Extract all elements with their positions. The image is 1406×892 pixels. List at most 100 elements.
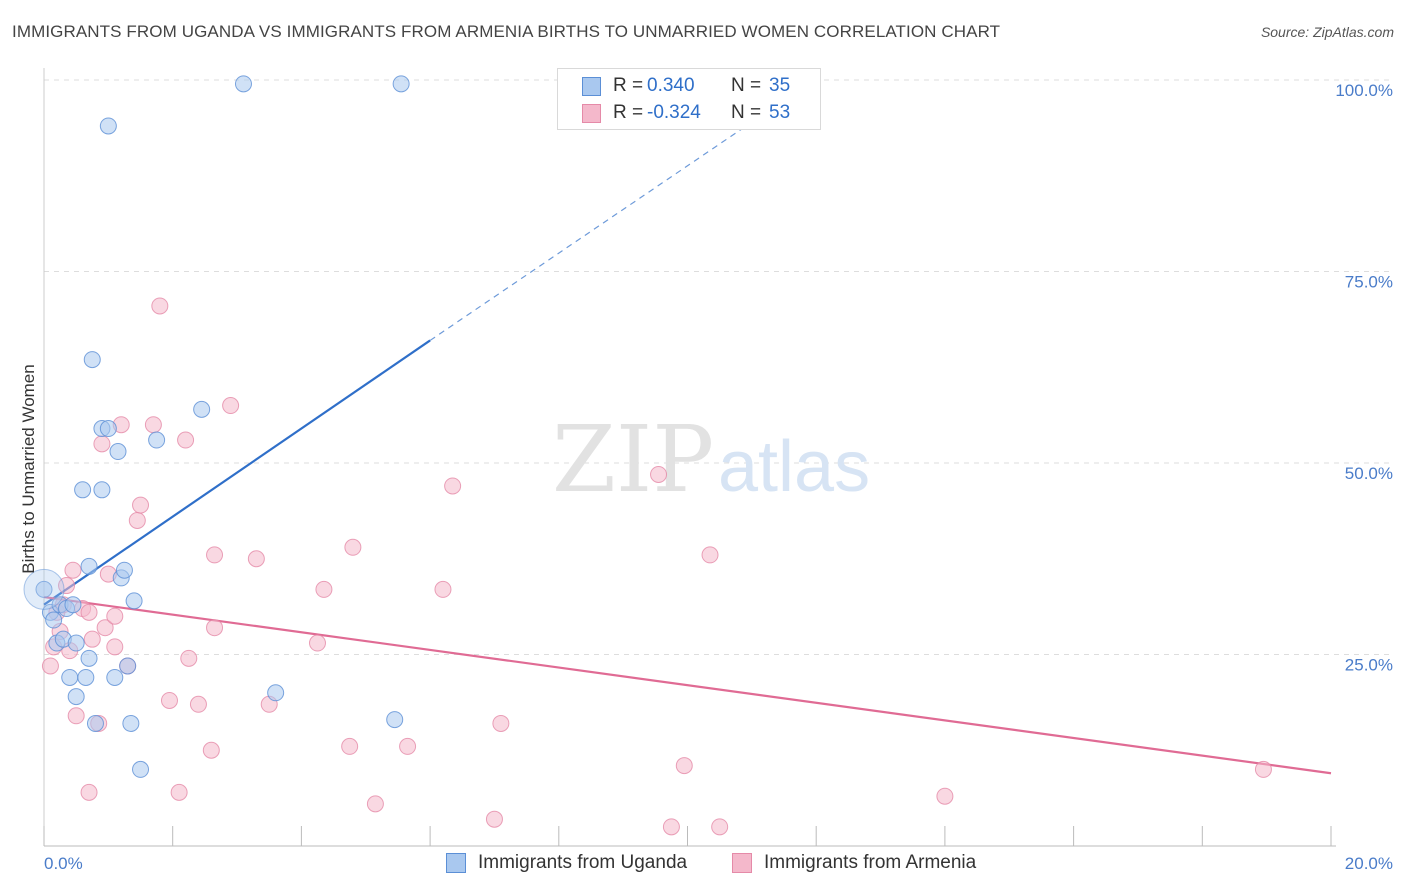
uganda-point <box>67 688 85 706</box>
n-label: N = <box>731 75 762 96</box>
n-value-uganda: 35 <box>769 75 791 96</box>
armenia-point <box>485 810 503 828</box>
legend-row-armenia: R = -0.324 N = 53 <box>582 100 790 126</box>
armenia-point <box>160 691 178 709</box>
uganda-swatch <box>582 76 601 96</box>
uganda-point <box>80 649 98 667</box>
legend-row-uganda: R = 0.340 N = 35 <box>582 73 790 99</box>
armenia-point <box>444 477 462 495</box>
uganda-point <box>267 684 285 702</box>
armenia-point <box>80 603 98 621</box>
uganda-point <box>83 351 101 369</box>
uganda-point <box>119 657 137 675</box>
armenia-point <box>41 657 59 675</box>
armenia-point <box>308 634 326 652</box>
uganda-point <box>93 481 111 499</box>
axes <box>43 68 1336 847</box>
uganda-point <box>148 431 166 449</box>
uganda-point <box>74 481 92 499</box>
armenia-point <box>189 695 207 713</box>
armenia-point <box>128 511 146 529</box>
armenia-point <box>399 737 417 755</box>
y-tick-label: 25.0% <box>1345 656 1393 675</box>
armenia-point <box>247 550 265 568</box>
source-label: Source: ZipAtlas.com <box>1260 24 1394 40</box>
armenia-point <box>96 619 114 637</box>
armenia-point <box>936 787 954 805</box>
armenia-point <box>177 431 195 449</box>
armenia-point <box>492 714 510 732</box>
armenia-point <box>650 465 668 483</box>
uganda-trend-extension <box>429 121 753 341</box>
y-axis-label: Births to Unmarried Women <box>19 364 38 573</box>
armenia-point <box>711 818 729 836</box>
armenia-legend-swatch <box>732 853 752 873</box>
uganda-legend-label: Immigrants from Uganda <box>478 852 688 873</box>
armenia-point <box>344 538 362 556</box>
chart-title: IMMIGRANTS FROM UGANDA VS IMMIGRANTS FRO… <box>12 22 1001 41</box>
uganda-point <box>99 420 117 438</box>
armenia-point <box>151 297 169 315</box>
r-value-uganda: 0.340 <box>647 75 695 96</box>
uganda-point <box>106 668 124 686</box>
x-tick-label: 0.0% <box>44 854 83 873</box>
armenia-point <box>222 397 240 415</box>
uganda-point <box>80 557 98 575</box>
uganda-point <box>234 75 252 93</box>
armenia-point <box>132 496 150 514</box>
armenia-point <box>366 795 384 813</box>
armenia-point <box>206 546 224 564</box>
uganda-point <box>45 611 63 629</box>
armenia-point <box>180 649 198 667</box>
y-tick-label: 50.0% <box>1345 464 1393 483</box>
armenia-point <box>202 741 220 759</box>
uganda-legend-swatch <box>446 853 466 873</box>
armenia-point <box>701 546 719 564</box>
uganda-point <box>125 592 143 610</box>
watermark-zip: ZIP <box>552 406 714 513</box>
uganda-point-large <box>23 568 65 610</box>
uganda-point <box>193 400 211 418</box>
armenia-point <box>64 561 82 579</box>
uganda-trend-line <box>43 339 431 606</box>
legend-item-uganda[interactable]: Immigrants from Uganda <box>446 852 687 874</box>
uganda-point <box>386 711 404 729</box>
armenia-point <box>80 783 98 801</box>
uganda-points <box>23 75 410 778</box>
trend-lines <box>43 121 1332 775</box>
uganda-point <box>99 117 117 135</box>
y-tick-label: 75.0% <box>1345 273 1393 292</box>
uganda-point <box>77 668 95 686</box>
y-tick-label: 100.0% <box>1335 81 1393 100</box>
armenia-point <box>1254 760 1272 778</box>
uganda-point <box>35 580 53 598</box>
r-value-armenia: -0.324 <box>647 102 701 123</box>
armenia-point <box>315 580 333 598</box>
tick-labels: 25.0% 50.0% 75.0% 100.0% 0.0% 20.0% <box>44 81 1393 873</box>
armenia-point <box>106 607 124 625</box>
uganda-point <box>132 760 150 778</box>
armenia-point <box>675 757 693 775</box>
armenia-point <box>170 783 188 801</box>
armenia-point <box>434 580 452 598</box>
armenia-point <box>106 638 124 656</box>
armenia-legend-label: Immigrants from Armenia <box>764 852 977 873</box>
uganda-point <box>86 714 104 732</box>
x-tick-label: 20.0% <box>1345 854 1393 873</box>
uganda-point <box>115 561 133 579</box>
n-label: N = <box>731 102 762 123</box>
armenia-point <box>341 737 359 755</box>
gridlines <box>44 79 1392 655</box>
armenia-point <box>144 416 162 434</box>
n-value-armenia: 53 <box>769 102 791 123</box>
uganda-point <box>122 714 140 732</box>
armenia-swatch <box>582 103 601 123</box>
armenia-point <box>67 707 85 725</box>
r-label: R = <box>613 102 644 123</box>
uganda-point <box>64 596 82 614</box>
r-label: R = <box>613 75 644 96</box>
uganda-point <box>61 668 79 686</box>
armenia-point <box>206 619 224 637</box>
armenia-point <box>83 630 101 648</box>
legend-item-armenia[interactable]: Immigrants from Armenia <box>732 852 976 874</box>
